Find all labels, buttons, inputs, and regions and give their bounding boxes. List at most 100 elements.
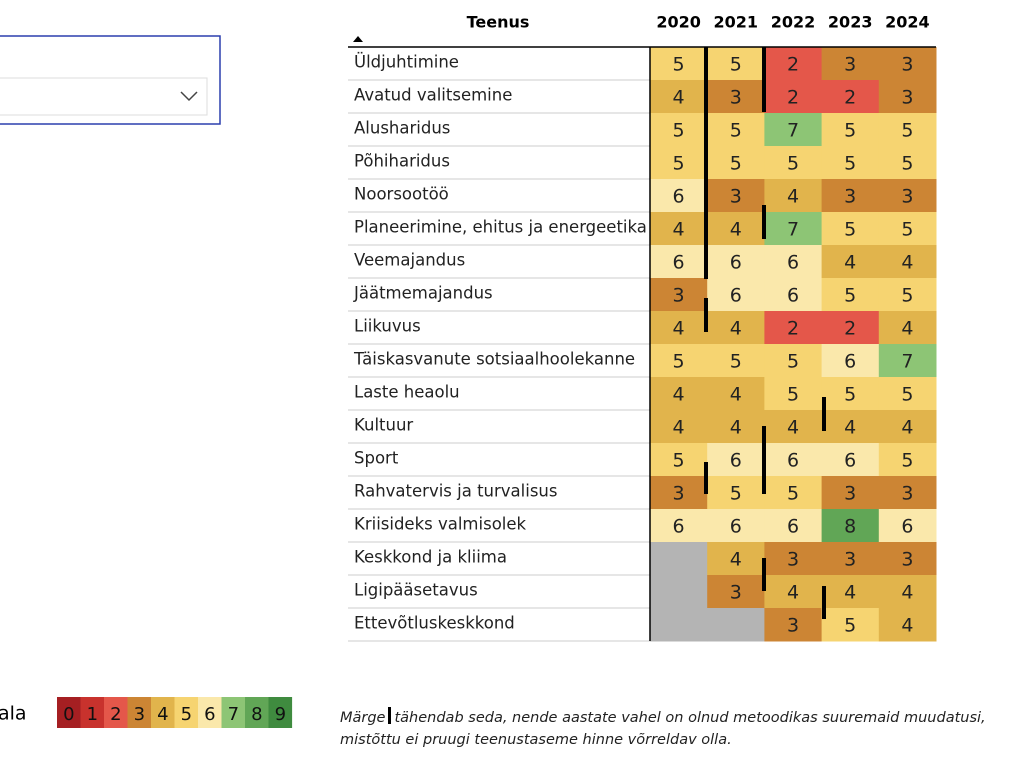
row-name: Keskkond ja kliima — [354, 548, 507, 567]
cell — [764, 179, 823, 213]
cell-value: 5 — [787, 351, 799, 373]
cell — [821, 80, 880, 114]
cell — [650, 179, 708, 213]
cell-value: 5 — [673, 351, 685, 373]
cell — [650, 278, 708, 312]
cell — [878, 410, 937, 444]
cell-value: 5 — [787, 483, 799, 505]
cell — [821, 245, 880, 279]
cell-value: 4 — [901, 615, 913, 637]
row-name: Ettevõtluskeskkond — [354, 614, 515, 633]
cell — [821, 575, 880, 609]
cell-value: 4 — [901, 417, 913, 439]
legend-swatch — [198, 697, 222, 728]
header-name[interactable]: Teenus — [467, 13, 530, 32]
legend-label: 8 — [251, 704, 262, 725]
header-year[interactable]: 2023 — [828, 13, 873, 32]
cell — [650, 311, 708, 345]
cell — [878, 245, 937, 279]
cell-value: 4 — [844, 252, 856, 274]
cell-value: 4 — [901, 318, 913, 340]
cell — [650, 575, 708, 609]
cell-value: 4 — [673, 318, 685, 340]
cell — [821, 344, 880, 378]
cell — [707, 509, 765, 543]
cell — [650, 47, 708, 81]
note-text: tähendab seda, nende aastate vahel on ol… — [340, 710, 986, 748]
cell-value: 5 — [844, 153, 856, 175]
cell-value: 7 — [787, 120, 799, 142]
cell — [707, 542, 765, 576]
cell — [821, 113, 880, 147]
header-year[interactable]: 2022 — [771, 13, 816, 32]
report: Teenus 2020 2021 2022 2023 2024 Üldjuhtimine 5 5… — [0, 13, 937, 642]
cell-value: 5 — [844, 219, 856, 241]
cell-value: 6 — [673, 252, 685, 274]
cell-value: 2 — [844, 87, 856, 109]
cell-value: 4 — [730, 318, 742, 340]
cell — [878, 146, 937, 180]
legend-label: 7 — [228, 704, 239, 725]
row-name: Jäätmemajandus — [353, 284, 493, 303]
cell — [764, 80, 823, 114]
cell-value: 4 — [673, 417, 685, 439]
note: Märge tähendab seda, nende aastate vahel … — [340, 707, 1020, 751]
cell — [707, 179, 765, 213]
legend-swatch — [57, 697, 81, 728]
chevron[interactable] — [180, 91, 198, 102]
cell — [821, 443, 880, 477]
cell — [878, 344, 937, 378]
row-name: Veemajandus — [354, 251, 465, 270]
header-year[interactable]: 2021 — [714, 13, 759, 32]
cell — [650, 542, 708, 576]
sort-arrow[interactable] — [353, 36, 363, 42]
cell — [764, 476, 823, 510]
cell — [821, 377, 880, 411]
cell — [650, 245, 708, 279]
cell-value: 6 — [730, 516, 742, 538]
cell — [650, 476, 708, 510]
cell-value: 5 — [901, 285, 913, 307]
cell — [764, 212, 823, 246]
cell — [821, 542, 880, 576]
cell-value: 6 — [844, 351, 856, 373]
cell-value: 5 — [673, 153, 685, 175]
cell-value: 7 — [901, 351, 913, 373]
cell-value: 5 — [901, 384, 913, 406]
row-name: Alusharidus — [354, 119, 450, 138]
cell-value: 4 — [730, 417, 742, 439]
cell-value: 2 — [844, 318, 856, 340]
header-year[interactable]: 2020 — [656, 13, 701, 32]
cell — [821, 146, 880, 180]
cell-value: 8 — [844, 516, 856, 538]
slicer-box — [0, 35, 221, 125]
cell — [707, 113, 765, 147]
cell-value: 2 — [787, 54, 799, 76]
cell — [821, 47, 880, 81]
cell-value: 3 — [901, 549, 913, 571]
cell-value: 5 — [844, 384, 856, 406]
row-name: Laste heaolu — [354, 383, 460, 402]
legend-label: 9 — [275, 704, 286, 725]
cell — [764, 47, 823, 81]
cell-value: 5 — [730, 351, 742, 373]
cell-value: 4 — [673, 87, 685, 109]
legend-swatch — [151, 697, 175, 728]
cell — [764, 608, 823, 642]
cell — [764, 443, 823, 477]
cell — [707, 377, 765, 411]
dropdown[interactable] — [0, 77, 208, 116]
note-prefix: Märge — [340, 710, 386, 726]
cell-value: 5 — [673, 120, 685, 142]
cell-value: 4 — [673, 384, 685, 406]
row-name: Liikuvus — [354, 317, 421, 336]
legend-label: 6 — [204, 704, 215, 725]
cell — [707, 476, 765, 510]
cell — [650, 113, 708, 147]
header-year[interactable]: 2024 — [885, 13, 930, 32]
cell — [764, 113, 823, 147]
row-name: Põhiharidus — [354, 152, 450, 171]
legend-label: 3 — [134, 704, 145, 725]
cell-value: 5 — [787, 153, 799, 175]
